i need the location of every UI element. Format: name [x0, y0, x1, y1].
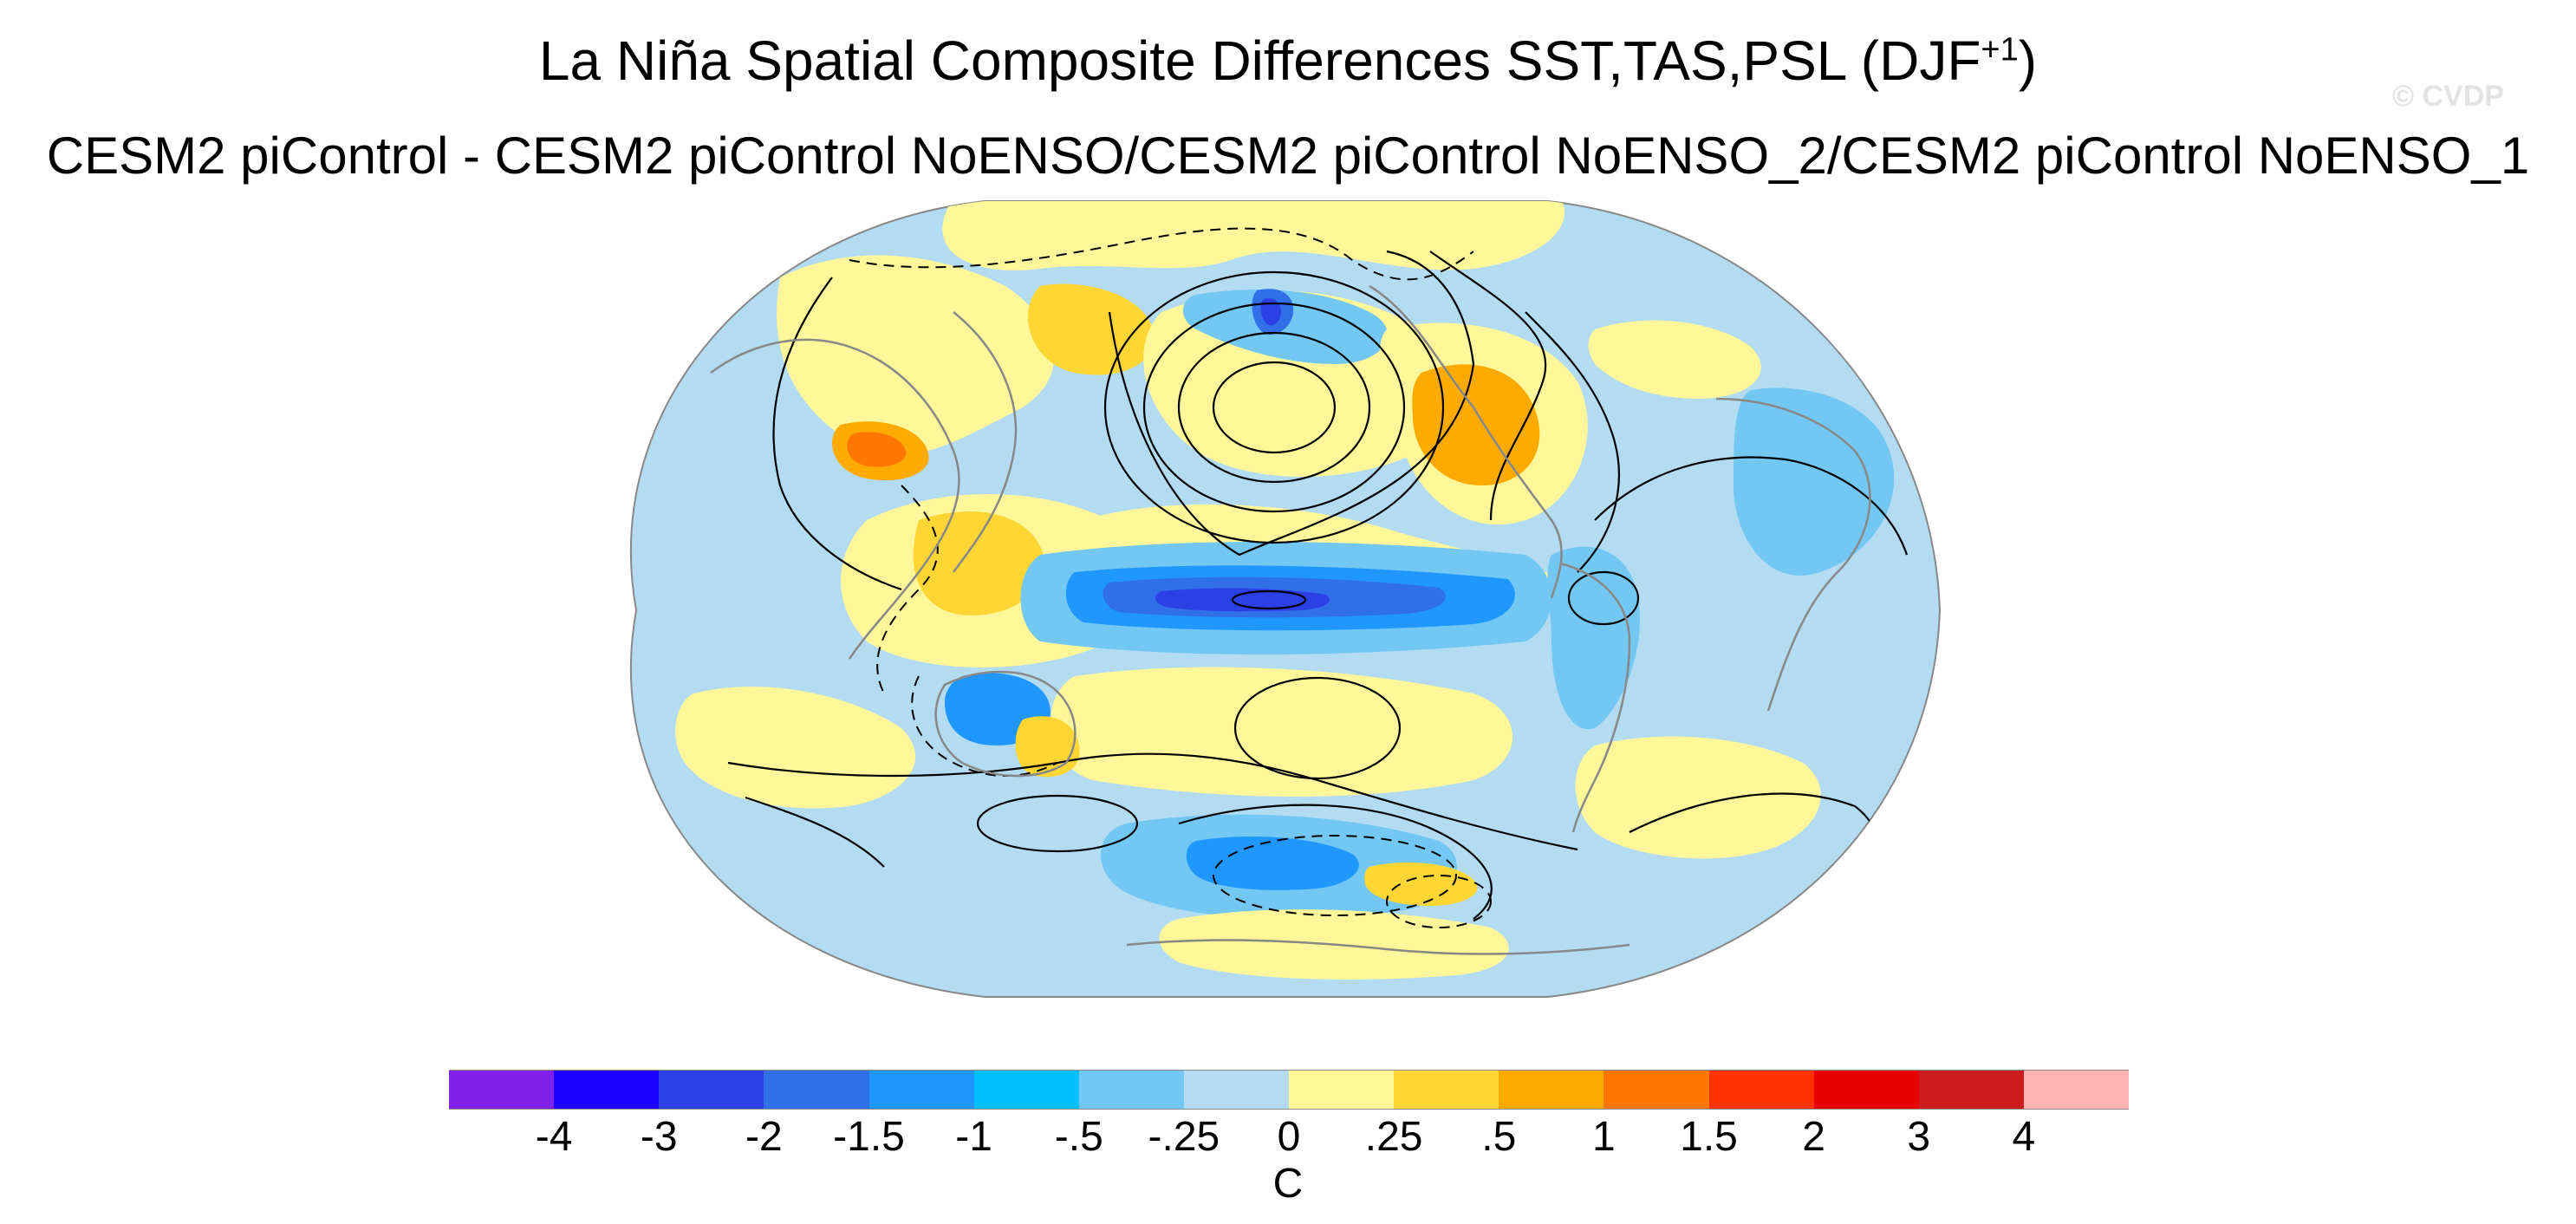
colorbar-swatch: [1918, 1071, 2024, 1109]
colorbar: [449, 1070, 2129, 1110]
psl-dashed-contour-southern-ocean: [1213, 835, 1457, 916]
colorbar-tick-label: 0: [1277, 1114, 1301, 1160]
colorbar-swatch: [868, 1071, 974, 1109]
colorbar-swatch: [1603, 1071, 1709, 1109]
map-title: La Niña Spatial Composite Differences SS…: [0, 24, 2576, 97]
coastline-africa: [1715, 397, 1871, 712]
coastline-antarctica: [1126, 939, 1630, 955]
psl-contour-north-pacific-outer: [1108, 250, 1475, 557]
temperature-anomaly-field: [675, 201, 1895, 980]
anomaly-region-africa-blue: [1734, 387, 1895, 576]
anomaly-region-enso-cold-core: [1155, 588, 1330, 612]
psl-dashed-contour-asia: [876, 485, 939, 694]
anomaly-region-mongolia-red: [847, 432, 907, 467]
anomaly-region-south-indian-warm: [675, 687, 916, 809]
anomaly-region-europe-warm: [1588, 320, 1761, 399]
anomaly-region-maritime-orange: [913, 511, 1045, 615]
anomaly-region-south-atlantic-warm: [1575, 736, 1821, 859]
colorbar-swatch: [449, 1071, 555, 1109]
psl-contour-aleutian-4: [1103, 270, 1445, 544]
colorbar-tick-label: -.5: [1054, 1114, 1103, 1160]
colorbar-tick-label: 1.5: [1680, 1114, 1738, 1160]
psl-contour-south-indian: [745, 796, 885, 868]
anomaly-region-alaska-core: [1260, 298, 1281, 326]
psl-contour-aleutian-3: [1142, 302, 1406, 513]
anomaly-region-arctic-warm: [942, 201, 1564, 270]
coastline-east-asia: [952, 311, 1018, 573]
colorbar-tick-label: -1: [955, 1114, 992, 1160]
coastline-north-america: [1369, 284, 1563, 599]
colorbar-swatch: [554, 1071, 660, 1109]
colorbar-swatch: [973, 1071, 1079, 1109]
colorbar-swatch: [1078, 1071, 1184, 1109]
coastlines: [710, 284, 1871, 955]
map-title-main: La Niña Spatial Composite Differences SS…: [538, 29, 1981, 92]
colorbar-tick-label: 3: [1907, 1114, 1931, 1160]
colorbar-tick-label: 4: [2012, 1114, 2036, 1160]
psl-contour-aleutian-1: [1212, 361, 1337, 454]
anomaly-region-siberia-orange: [1027, 283, 1155, 375]
colorbar-tick-label: 2: [1802, 1114, 1825, 1160]
coastline-australia: [934, 670, 1077, 778]
map-title-superscript: +1: [1981, 31, 2019, 68]
colorbar-swatch: [1289, 1071, 1395, 1109]
colorbar-swatch: [1708, 1071, 1814, 1109]
colorbar-swatch: [764, 1071, 869, 1109]
psl-contour-aleutian-2: [1177, 331, 1371, 484]
psl-contour-southern-hemisphere: [727, 752, 1578, 851]
cvdp-watermark: © CVDP: [2392, 80, 2504, 113]
colorbar-swatch: [1499, 1071, 1604, 1109]
psl-contours: [727, 250, 1909, 920]
psl-negative-contours: [849, 227, 1492, 928]
colorbar-swatch: [1394, 1071, 1499, 1109]
psl-dashed-contour-antarctic: [1386, 875, 1492, 928]
psl-contour-antarctic: [1178, 804, 1493, 920]
colorbar-swatch: [1183, 1071, 1289, 1109]
colorbar-tick-label: -2: [745, 1114, 783, 1160]
map-title-close: ): [2018, 29, 2038, 92]
psl-contour-north-america: [1429, 251, 1547, 521]
colorbar-tick-label: -.25: [1148, 1114, 1220, 1160]
anomaly-region-antarctic-orange: [1364, 863, 1478, 906]
anomaly-region-south-pacific-warm: [1051, 667, 1512, 797]
colorbar-tick-label: -4: [535, 1114, 573, 1160]
colorbar-units: C: [1272, 1161, 1304, 1207]
anomaly-region-south-america-blue: [1547, 546, 1640, 730]
psl-contour-europe: [1525, 311, 1620, 573]
colorbar-swatch: [1813, 1071, 1919, 1109]
psl-contour-south-indian-loop: [976, 794, 1139, 853]
map-subtitle: CESM2 piControl - CESM2 piControl NoENSO…: [46, 127, 2530, 185]
coastline-south-america: [1559, 562, 1631, 833]
anomaly-region-eurasia-warm: [777, 255, 1055, 456]
colorbar-tick-label: -3: [640, 1114, 678, 1160]
psl-contour-eurasia: [772, 277, 902, 591]
anomaly-region-southern-ocean-deep-blue: [1186, 837, 1359, 890]
colorbar-tick-label: .5: [1481, 1114, 1517, 1160]
colorbar-tick-label: -1.5: [833, 1114, 905, 1160]
psl-contour-south-pacific: [1233, 676, 1402, 780]
psl-contour-amazon: [1567, 570, 1640, 626]
colorbar-swatch: [659, 1071, 764, 1109]
coastline-eurasia: [710, 338, 960, 660]
psl-contour-enso-core: [1231, 589, 1307, 610]
colorbar-labels: -4 -3 -2 -1.5 -1 -.5 -.25 0 .25 .5 1 1.5 2 3 4: [449, 1111, 2129, 1163]
colorbar-tick-label: .25: [1364, 1114, 1423, 1160]
colorbar-swatch: [2023, 1071, 2129, 1109]
robinson-map: [629, 200, 1942, 998]
psl-contour-atlantic: [1594, 456, 1909, 556]
psl-dashed-contour-australia: [911, 675, 1058, 777]
colorbar-tick-label: 1: [1592, 1114, 1616, 1160]
